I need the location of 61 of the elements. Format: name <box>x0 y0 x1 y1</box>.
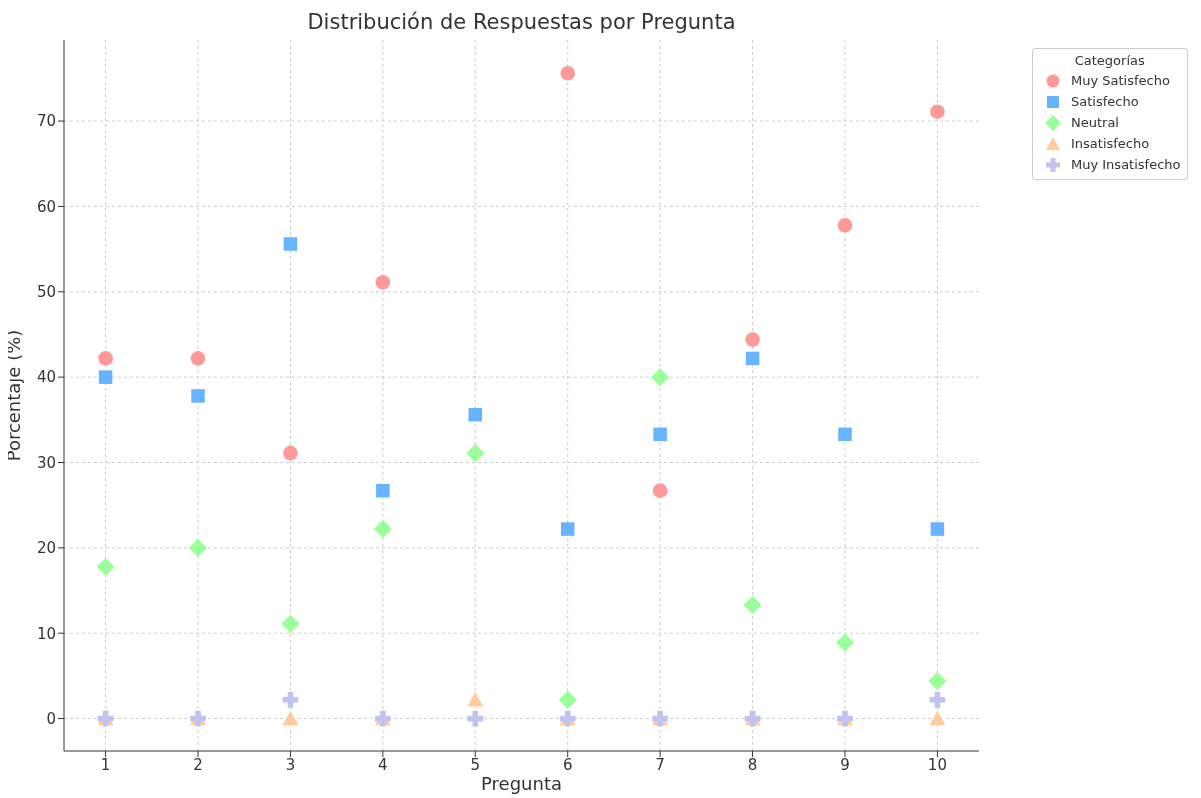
y-tick-label: 10 <box>36 624 56 643</box>
point <box>745 351 760 366</box>
point <box>283 445 298 461</box>
point <box>468 407 483 422</box>
y-tick-label: 60 <box>36 197 56 216</box>
y-tick-label: 20 <box>36 539 56 558</box>
point <box>98 351 113 366</box>
y-tick-label: 30 <box>36 453 56 472</box>
point <box>467 710 484 727</box>
point <box>282 710 299 726</box>
point <box>98 370 113 384</box>
legend-label: Muy Satisfecho <box>1071 73 1170 88</box>
point <box>560 65 576 81</box>
point <box>651 368 670 387</box>
point <box>189 538 208 557</box>
point <box>281 614 300 633</box>
point <box>96 557 115 576</box>
x-tick-label: 9 <box>840 755 850 774</box>
point <box>745 332 760 347</box>
x-tick-label: 8 <box>747 755 758 774</box>
point <box>283 237 298 251</box>
point <box>652 483 668 498</box>
x-tick-label: 3 <box>285 755 296 774</box>
point <box>930 522 945 536</box>
legend-label: Satisfecho <box>1071 94 1139 109</box>
point <box>929 710 946 726</box>
point <box>467 691 484 707</box>
point <box>929 691 946 708</box>
x-tick-label: 5 <box>470 755 481 774</box>
point <box>466 444 485 463</box>
point <box>928 672 947 691</box>
x-tick-label: 1 <box>100 755 111 774</box>
y-tick-label: 50 <box>36 283 56 302</box>
point <box>560 522 575 536</box>
point <box>835 633 854 652</box>
y-tick-label: 70 <box>36 112 56 131</box>
y-tick-label: 0 <box>46 709 56 728</box>
point <box>376 483 390 498</box>
x-tick-label: 7 <box>655 755 665 774</box>
point <box>653 427 667 442</box>
point <box>930 104 945 120</box>
point <box>838 427 852 442</box>
point <box>190 351 206 366</box>
chart-title: Distribución de Respuestas por Pregunta <box>306 10 737 34</box>
x-tick-label: 2 <box>193 755 203 774</box>
legend-title: Categorías <box>1073 53 1146 68</box>
point <box>743 596 762 615</box>
legend-label: Muy Insatisfecho <box>1071 157 1181 172</box>
point <box>373 520 392 539</box>
x-axis-title: Pregunta <box>481 773 562 794</box>
point <box>191 389 205 403</box>
point <box>837 217 853 233</box>
legend-label: Neutral <box>1071 115 1119 130</box>
point <box>558 690 577 709</box>
x-tick-label: 4 <box>378 755 388 774</box>
point <box>282 691 299 708</box>
point <box>375 275 391 290</box>
legend-label: Insatisfecho <box>1071 136 1150 151</box>
x-tick-label: 6 <box>562 755 573 774</box>
x-tick-label: 10 <box>927 755 947 774</box>
y-tick-label: 40 <box>36 368 56 387</box>
